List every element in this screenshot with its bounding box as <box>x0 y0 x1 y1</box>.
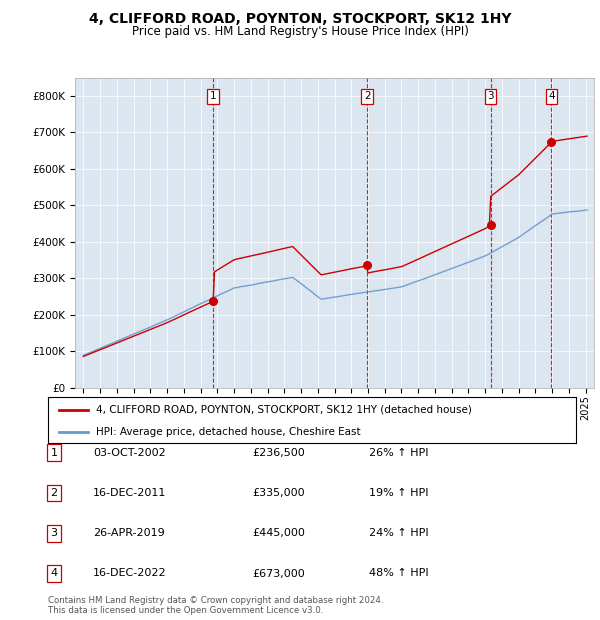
Text: £236,500: £236,500 <box>252 448 305 458</box>
Text: £673,000: £673,000 <box>252 569 305 578</box>
Text: 19% ↑ HPI: 19% ↑ HPI <box>369 488 428 498</box>
Text: 26-APR-2019: 26-APR-2019 <box>93 528 165 538</box>
Text: 2: 2 <box>364 92 371 102</box>
Text: 2: 2 <box>50 488 58 498</box>
Text: 3: 3 <box>50 528 58 538</box>
Text: £445,000: £445,000 <box>252 528 305 538</box>
Text: HPI: Average price, detached house, Cheshire East: HPI: Average price, detached house, Ches… <box>95 427 360 436</box>
Text: 1: 1 <box>50 448 58 458</box>
Text: 48% ↑ HPI: 48% ↑ HPI <box>369 569 428 578</box>
Text: 16-DEC-2011: 16-DEC-2011 <box>93 488 166 498</box>
Text: 4: 4 <box>548 92 555 102</box>
Text: 26% ↑ HPI: 26% ↑ HPI <box>369 448 428 458</box>
Text: 16-DEC-2022: 16-DEC-2022 <box>93 569 167 578</box>
Text: 4, CLIFFORD ROAD, POYNTON, STOCKPORT, SK12 1HY: 4, CLIFFORD ROAD, POYNTON, STOCKPORT, SK… <box>89 12 511 27</box>
Text: 4, CLIFFORD ROAD, POYNTON, STOCKPORT, SK12 1HY (detached house): 4, CLIFFORD ROAD, POYNTON, STOCKPORT, SK… <box>95 405 472 415</box>
Text: Contains HM Land Registry data © Crown copyright and database right 2024.
This d: Contains HM Land Registry data © Crown c… <box>48 596 383 615</box>
Text: 4: 4 <box>50 569 58 578</box>
Text: 03-OCT-2002: 03-OCT-2002 <box>93 448 166 458</box>
Text: 24% ↑ HPI: 24% ↑ HPI <box>369 528 428 538</box>
Text: £335,000: £335,000 <box>252 488 305 498</box>
Text: 3: 3 <box>487 92 494 102</box>
Text: Price paid vs. HM Land Registry's House Price Index (HPI): Price paid vs. HM Land Registry's House … <box>131 25 469 38</box>
Text: 1: 1 <box>210 92 217 102</box>
